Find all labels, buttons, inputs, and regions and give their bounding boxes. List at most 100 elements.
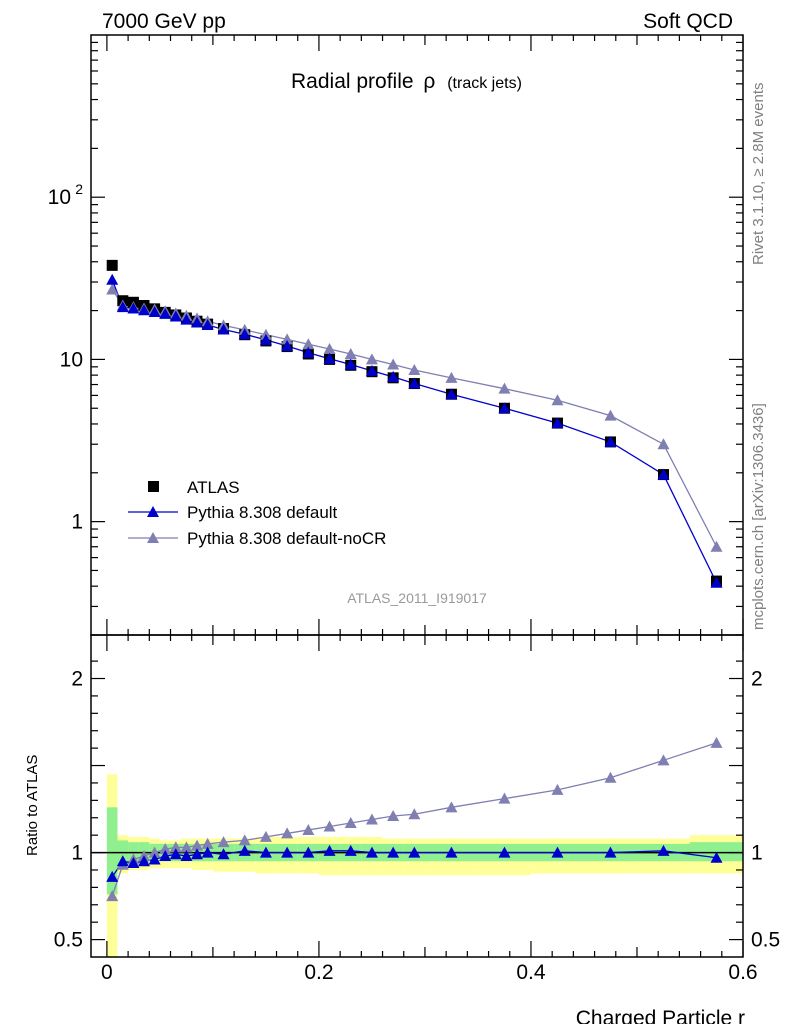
pythia-default-data-point — [180, 313, 193, 325]
ratio-y-tick-label-right: 0.5 — [751, 929, 780, 952]
plot-title-symbol: ρ — [423, 70, 435, 93]
pythia-default-data-point — [281, 339, 294, 351]
analysis-id: ATLAS_2011_I919017 — [347, 590, 487, 606]
ratio-pythia-default-point — [344, 844, 357, 856]
pythia-nocr-data-point — [302, 338, 315, 350]
pythia-default-data-point — [387, 370, 400, 382]
pythia-nocr-data-point — [657, 438, 670, 450]
ratio-pythia-nocr-point — [408, 808, 421, 820]
ratio-pythia-nocr-point — [710, 736, 723, 748]
ratio-pythia-nocr-point — [191, 839, 204, 851]
ratio-pythia-nocr-point — [281, 827, 294, 839]
ratio-y-tick-label-right: 1 — [751, 842, 763, 865]
main-y-tick-label-exponent: 2 — [75, 181, 83, 197]
ratio-pythia-default-point — [201, 846, 214, 858]
ratio-pythia-nocr-point — [259, 830, 272, 842]
pythia-default-data-point — [323, 352, 336, 364]
ratio-pythia-default-point — [281, 846, 294, 858]
pythia-default-data-point — [169, 310, 182, 322]
pythia-default-data-point — [344, 358, 357, 370]
ratio-pythia-default-point — [116, 855, 129, 867]
rivet-label: Rivet 3.1.10, ≥ 2.8M events — [750, 83, 767, 266]
pythia-nocr-data-point — [604, 409, 617, 421]
ratio-y-axis-label: Ratio to ATLAS — [24, 755, 41, 856]
pythia-default-data-point — [201, 318, 214, 330]
ratio-pythia-nocr-point — [106, 890, 119, 902]
pythia-default-data-point — [217, 323, 230, 335]
legend: ATLAS Pythia 8.308 default Pythia 8.308 … — [128, 478, 386, 548]
header-right: Soft QCD — [643, 10, 733, 33]
ratio-pythia-default-point — [191, 848, 204, 860]
x-tick-label: 0 — [101, 961, 113, 984]
ratio-pythia-default-point — [159, 850, 172, 862]
pythia-default-data-point — [604, 435, 617, 447]
pythia-default-data-point — [498, 402, 511, 414]
pythia-default-data-point — [259, 333, 272, 345]
header-left: 7000 GeV pp — [102, 10, 226, 33]
pythia-default-data-point — [138, 304, 151, 316]
pythia-default-data-point — [710, 576, 723, 588]
pythia-default-data-point — [127, 302, 140, 314]
pythia-default-data-point — [106, 273, 119, 285]
x-tick-label: 0.2 — [304, 961, 333, 984]
ratio-pythia-default-point — [180, 850, 193, 862]
pythia-nocr-data-point — [365, 353, 378, 365]
ratio-pythia-nocr-point — [159, 843, 172, 855]
ratio-pythia-default-point — [127, 857, 140, 869]
pythia-nocr-data-point — [323, 342, 336, 354]
plot-title: Radial profile ρ (track jets) — [291, 70, 522, 93]
pythia-default-data-point — [445, 388, 458, 400]
ratio-pythia-default-point — [238, 844, 251, 856]
ratio-panel — [91, 774, 743, 957]
ratio-pythia-nocr-point — [323, 820, 336, 832]
pythia-default-data-point — [408, 377, 421, 389]
x-tick-label: 0.4 — [516, 961, 546, 984]
legend-atlas-marker — [148, 481, 159, 492]
ratio-pythia-nocr-point — [238, 834, 251, 846]
x-tick-label: 0.6 — [728, 961, 757, 984]
pythia-nocr-data-point — [281, 333, 294, 345]
ratio-y-tick-label: 1 — [71, 842, 83, 865]
pythia-nocr-data-point — [106, 283, 119, 295]
ratio-pythia-default-point — [710, 851, 723, 863]
ratio-pythia-nocr-point — [657, 754, 670, 766]
main-y-tick-label: 1 — [71, 511, 83, 534]
ratio-pythia-default-point — [259, 846, 272, 858]
ratio-pythia-nocr-point — [387, 810, 400, 822]
plot-title-main: Radial profile — [291, 70, 414, 93]
ratio-pythia-default-point — [217, 848, 230, 860]
ratio-pythia-default-point — [604, 846, 617, 858]
ratio-pythia-default-point — [408, 846, 421, 858]
ratio-pythia-default-point — [169, 848, 182, 860]
ratio-pythia-nocr-point — [551, 783, 564, 795]
legend-pythia-nocr-marker — [147, 532, 159, 543]
pythia-default-data-point — [238, 328, 251, 340]
pythia-default-data-point — [159, 307, 172, 319]
legend-pythia-default-marker — [147, 506, 159, 517]
pythia-nocr-data-point — [498, 382, 511, 394]
main-y-tick-label: 10 — [48, 186, 71, 209]
ratio-pythia-nocr-point — [344, 816, 357, 828]
ratio-pythia-nocr-point — [201, 837, 214, 849]
ratio-band-inner — [106, 807, 118, 895]
pythia-nocr-data-point — [710, 540, 723, 552]
ratio-y-tick-label: 2 — [71, 668, 83, 691]
pythia-default-data-point — [365, 364, 378, 376]
ratio-pythia-default-point — [148, 853, 161, 865]
pythia-nocr-data-point — [551, 394, 564, 406]
plot-title-sub: (track jets) — [447, 75, 522, 92]
ratio-pythia-default-point — [106, 870, 119, 882]
ratio-pythia-default-point — [498, 846, 511, 858]
x-axis-label: Charged Particle r — [576, 1007, 745, 1024]
pythia-nocr-data-point — [387, 358, 400, 370]
ratio-y-tick-label: 0.5 — [54, 929, 83, 952]
legend-atlas-label: ATLAS — [187, 478, 240, 497]
ratio-pythia-nocr-point — [445, 801, 458, 813]
atlas-data-point — [106, 259, 118, 271]
ratio-pythia-default-point — [657, 844, 670, 856]
pythia-default-data-point — [551, 417, 564, 429]
ratio-pythia-default-point — [551, 846, 564, 858]
ratio-pythia-nocr-point — [148, 846, 161, 858]
ratio-panel-frame — [90, 634, 744, 958]
